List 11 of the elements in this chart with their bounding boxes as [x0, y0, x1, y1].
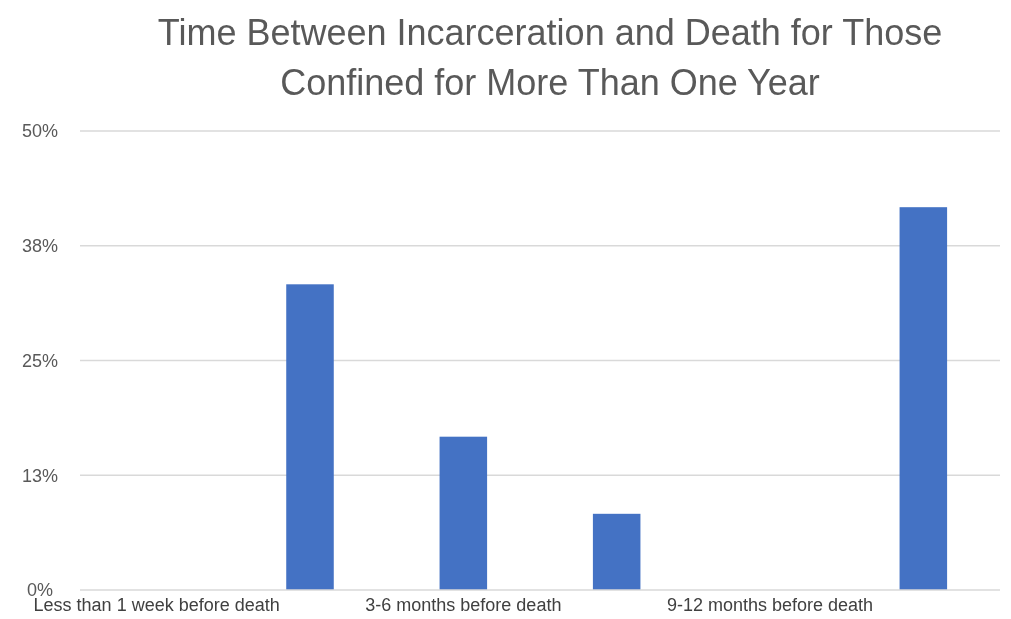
- bar: [592, 513, 641, 590]
- chart-title: Time Between Incarceration and Death for Those Confined for More Than One Year: [157, 12, 943, 103]
- x-tick-label: 9-12 months before death: [666, 594, 874, 615]
- y-tick-label: 50%: [21, 121, 59, 142]
- y-tick-label: 38%: [21, 236, 59, 257]
- bar: [286, 284, 334, 590]
- bar: [439, 436, 488, 590]
- bar: [899, 207, 948, 590]
- y-tick-label: 13%: [21, 465, 59, 486]
- x-tick-label: 3-6 months before death: [365, 594, 562, 615]
- y-tick-label: 25%: [21, 350, 59, 371]
